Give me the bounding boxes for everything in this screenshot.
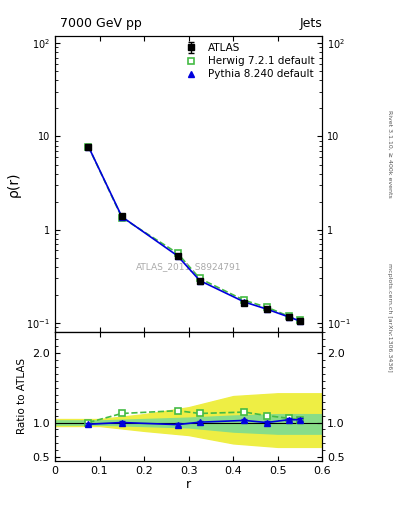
Pythia 8.240 default xyxy=(286,314,291,320)
Text: 7000 GeV pp: 7000 GeV pp xyxy=(61,17,142,30)
Text: Jets: Jets xyxy=(299,17,322,30)
Y-axis label: ρ(r): ρ(r) xyxy=(7,171,21,197)
Pythia 8.240 default xyxy=(86,143,91,150)
Herwig 7.2.1 default xyxy=(197,275,202,282)
Herwig 7.2.1 default xyxy=(242,297,247,304)
Pythia 8.240 default xyxy=(264,306,269,312)
Pythia 8.240 default xyxy=(197,278,202,284)
Pythia 8.240 default xyxy=(242,299,247,305)
Text: Rivet 3.1.10, ≥ 400k events: Rivet 3.1.10, ≥ 400k events xyxy=(387,110,392,198)
Herwig 7.2.1 default xyxy=(119,215,124,221)
Herwig 7.2.1 default xyxy=(286,313,291,319)
Line: Herwig 7.2.1 default: Herwig 7.2.1 default xyxy=(85,143,303,324)
Pythia 8.240 default xyxy=(119,214,124,220)
Herwig 7.2.1 default xyxy=(264,304,269,310)
Text: ATLAS_2011_S8924791: ATLAS_2011_S8924791 xyxy=(136,262,241,271)
X-axis label: r: r xyxy=(186,478,191,492)
Y-axis label: Ratio to ATLAS: Ratio to ATLAS xyxy=(17,358,27,435)
Line: Pythia 8.240 default: Pythia 8.240 default xyxy=(85,143,303,325)
Herwig 7.2.1 default xyxy=(86,143,91,150)
Legend: ATLAS, Herwig 7.2.1 default, Pythia 8.240 default: ATLAS, Herwig 7.2.1 default, Pythia 8.24… xyxy=(176,41,317,81)
Text: mcplots.cern.ch [arXiv:1306.3436]: mcplots.cern.ch [arXiv:1306.3436] xyxy=(387,263,392,372)
Pythia 8.240 default xyxy=(175,253,180,259)
Pythia 8.240 default xyxy=(298,318,302,324)
Herwig 7.2.1 default xyxy=(298,317,302,323)
Herwig 7.2.1 default xyxy=(175,250,180,257)
